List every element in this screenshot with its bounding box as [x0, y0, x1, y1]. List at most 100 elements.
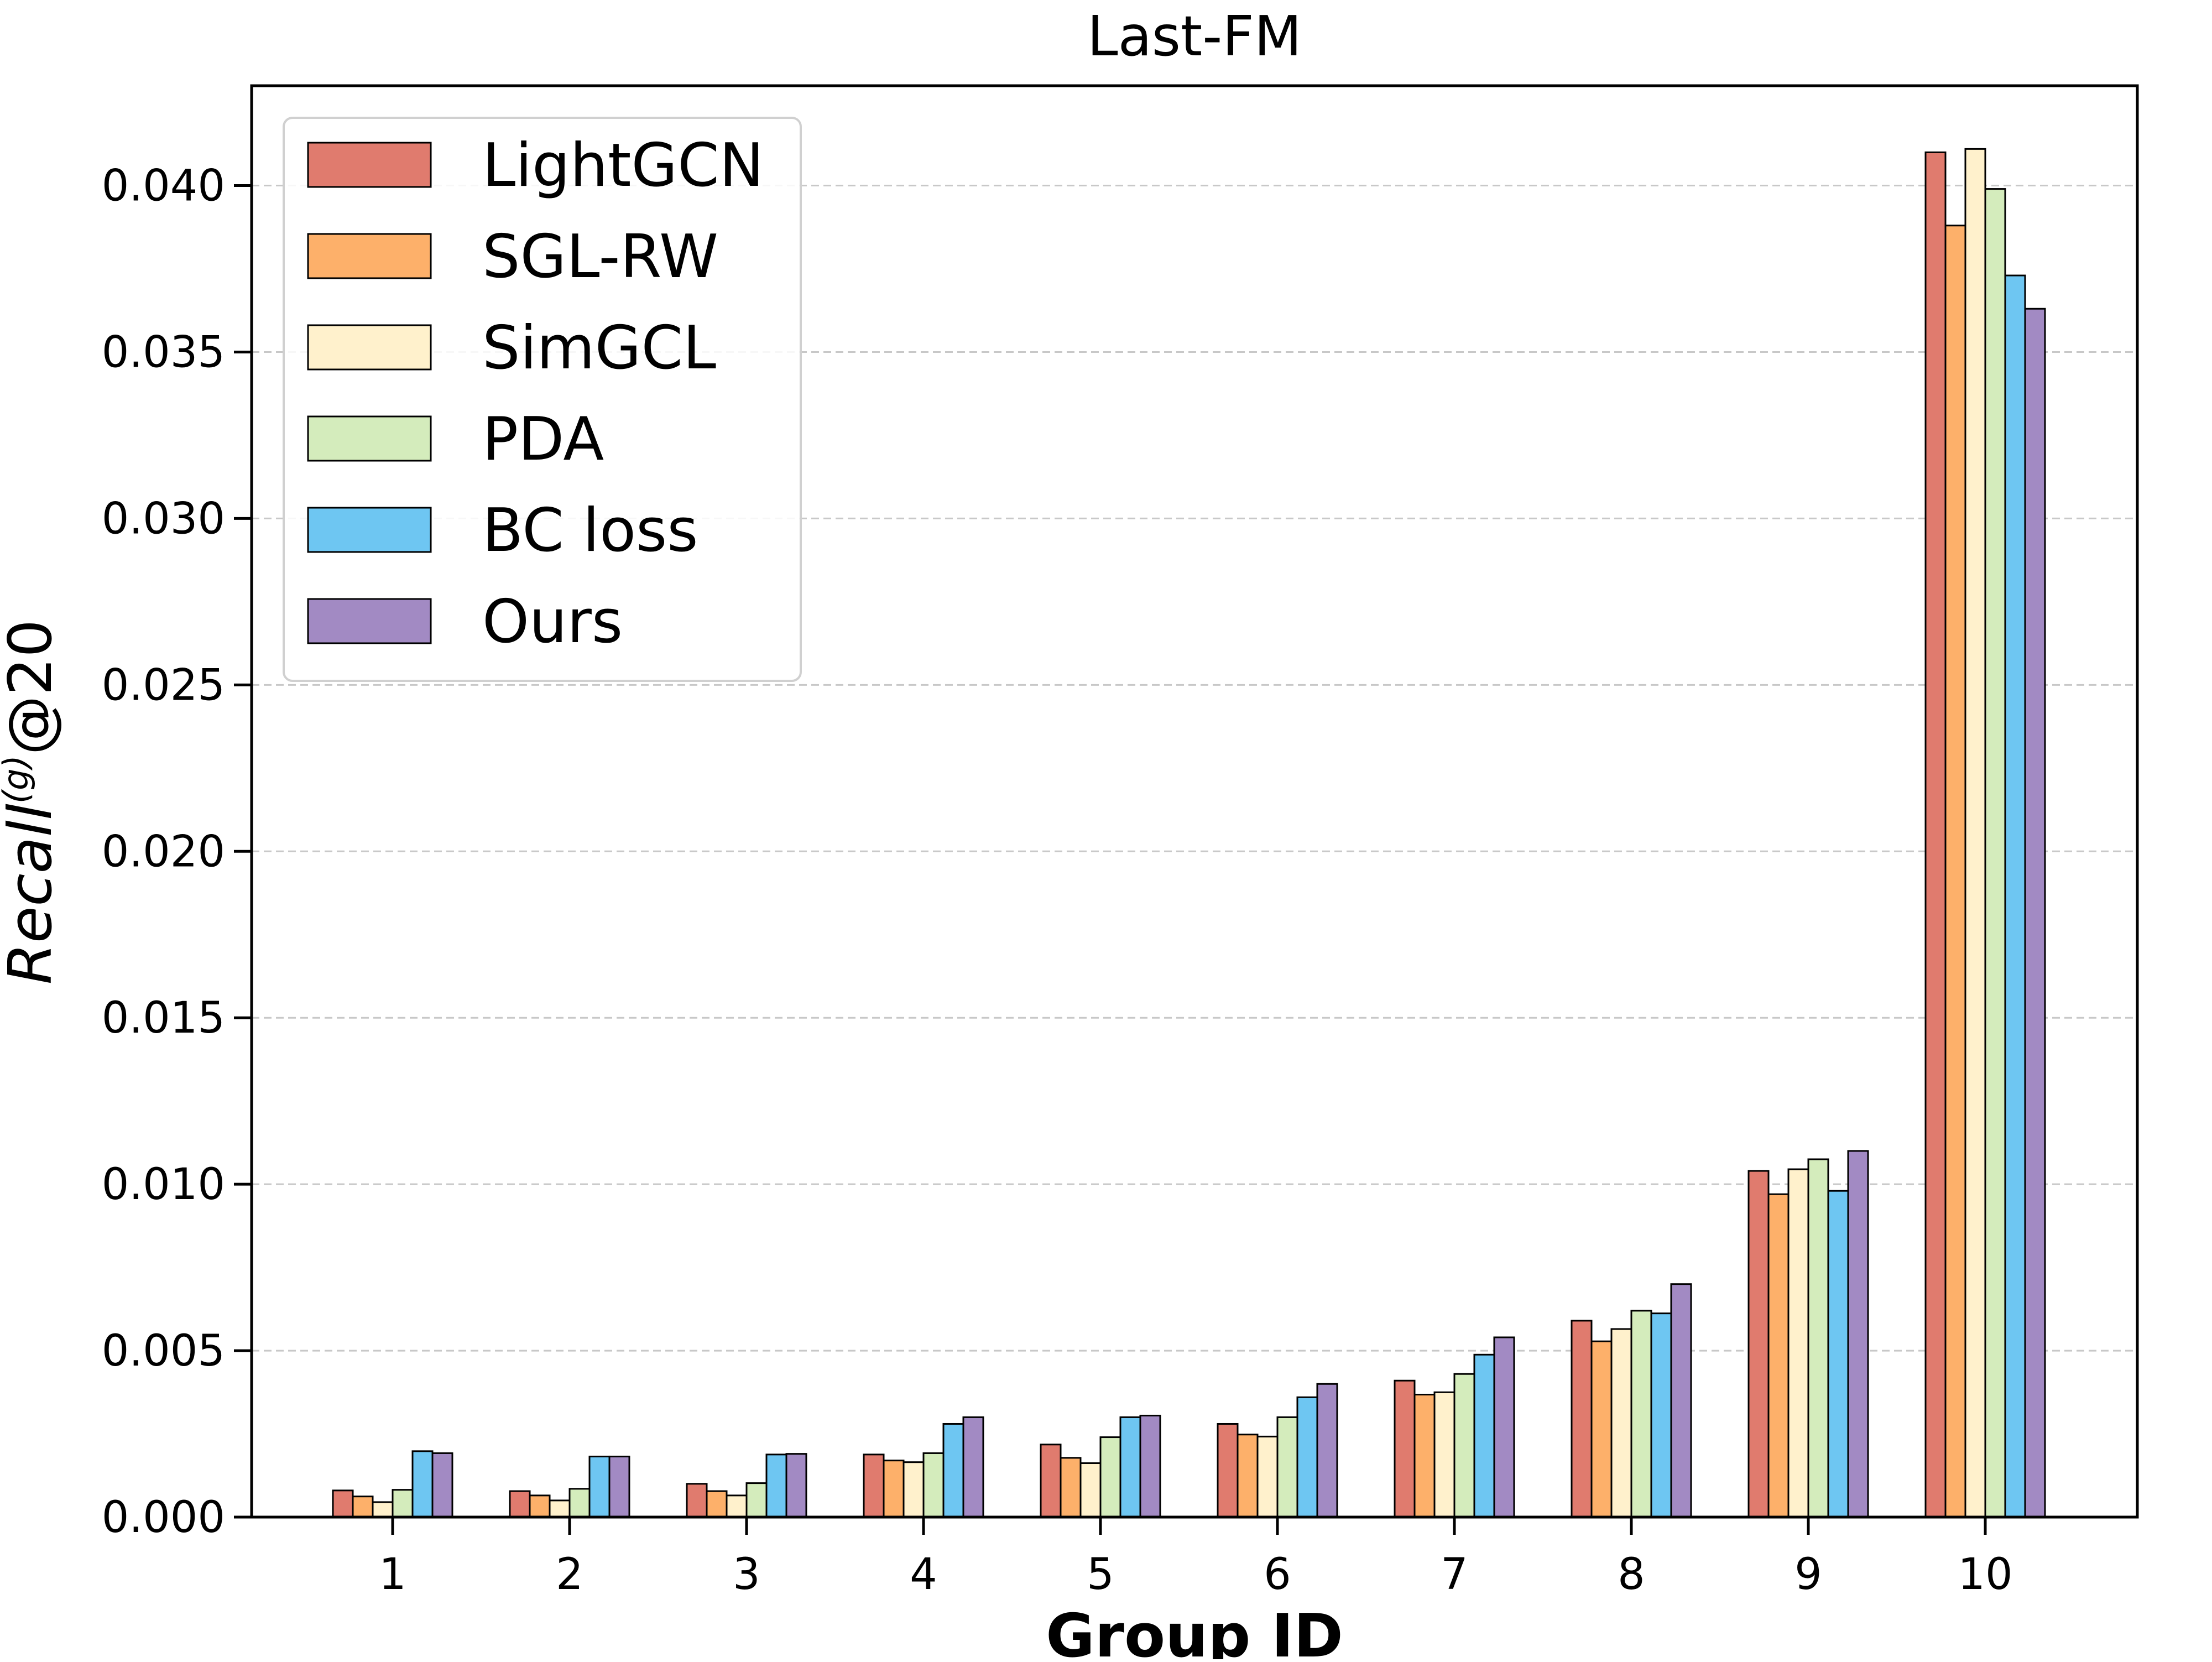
- x-tick-label: 7: [1441, 1550, 1468, 1600]
- bar-sgl-rw-group-1: [352, 1496, 374, 1518]
- legend-swatch: [307, 324, 432, 371]
- bar-simgcl-group-1: [372, 1501, 394, 1518]
- y-tick-label: 0.035: [102, 327, 225, 377]
- x-tick-label: 3: [733, 1550, 760, 1600]
- bar-bc-loss-group-7: [1473, 1353, 1495, 1518]
- bar-lightgcn-group-4: [863, 1453, 885, 1518]
- bar-sgl-rw-group-5: [1060, 1457, 1082, 1518]
- bar-lightgcn-group-9: [1747, 1170, 1770, 1518]
- bar-lightgcn-group-6: [1217, 1423, 1239, 1518]
- legend: LightGCN SGL-RW SimGCL PDA BC loss Ours: [283, 117, 802, 682]
- bar-ours-group-7: [1493, 1336, 1515, 1518]
- x-tick-label: 4: [910, 1550, 937, 1600]
- bar-pda-group-8: [1630, 1310, 1652, 1518]
- bar-simgcl-group-7: [1433, 1391, 1455, 1518]
- y-axis-label-suffix: @20: [0, 619, 65, 755]
- bar-simgcl-group-4: [902, 1461, 925, 1518]
- legend-label: SGL-RW: [482, 222, 718, 291]
- bar-bc-loss-group-3: [765, 1453, 787, 1518]
- bar-ours-group-1: [431, 1452, 453, 1518]
- legend-label: PDA: [482, 405, 604, 474]
- y-axis-label: Recall(g)@20: [0, 619, 65, 984]
- bar-sgl-rw-group-3: [706, 1490, 728, 1518]
- plot-frame: [250, 84, 2139, 1519]
- bar-pda-group-7: [1453, 1373, 1475, 1518]
- x-axis-label: Group ID: [1046, 1602, 1343, 1659]
- legend-swatch: [307, 598, 432, 644]
- bar-sgl-rw-group-7: [1413, 1394, 1436, 1518]
- bar-sgl-rw-group-10: [1944, 225, 1966, 1518]
- y-tick-label: 0.015: [102, 993, 225, 1043]
- bar-sgl-rw-group-8: [1590, 1340, 1613, 1518]
- bar-lightgcn-group-8: [1571, 1320, 1593, 1518]
- x-tick-label: 1: [379, 1550, 406, 1600]
- bar-ours-group-10: [2024, 308, 2046, 1518]
- legend-label: BC loss: [482, 496, 698, 565]
- bar-simgcl-group-5: [1079, 1462, 1102, 1518]
- x-tick-label: 2: [556, 1550, 583, 1600]
- bar-pda-group-3: [745, 1482, 768, 1518]
- bar-pda-group-9: [1807, 1158, 1829, 1518]
- y-axis-label-superscript: (g): [0, 755, 36, 804]
- bar-bc-loss-group-2: [588, 1455, 611, 1518]
- bar-simgcl-group-10: [1964, 148, 1986, 1518]
- bar-sgl-rw-group-4: [883, 1460, 905, 1518]
- legend-swatch: [307, 142, 432, 188]
- x-tick-label: 9: [1794, 1550, 1822, 1600]
- y-tick-label: 0.010: [102, 1160, 225, 1210]
- bar-simgcl-group-6: [1256, 1435, 1279, 1518]
- bar-ours-group-6: [1316, 1383, 1338, 1518]
- legend-label: LightGCN: [482, 131, 764, 200]
- bar-sgl-rw-group-9: [1767, 1193, 1790, 1518]
- legend-swatch: [307, 233, 432, 279]
- bar-sgl-rw-group-2: [529, 1494, 551, 1518]
- bar-bc-loss-group-4: [942, 1423, 964, 1518]
- bar-pda-group-2: [568, 1488, 591, 1518]
- bar-pda-group-1: [392, 1489, 414, 1518]
- y-tick-label: 0.020: [102, 827, 225, 877]
- legend-label: SimGCL: [482, 314, 716, 383]
- bar-ours-group-8: [1670, 1283, 1692, 1518]
- x-axis-ticks: 1 2 3 4 5 6 7 8 9 10: [379, 1517, 2013, 1600]
- legend-swatch: [307, 415, 432, 462]
- y-tick-label: 0.000: [102, 1493, 225, 1543]
- bar-simgcl-group-3: [726, 1494, 748, 1518]
- y-tick-label: 0.030: [102, 494, 225, 544]
- bar-lightgcn-group-3: [686, 1483, 708, 1518]
- bar-lightgcn-group-1: [332, 1489, 354, 1518]
- bar-ours-group-5: [1139, 1414, 1161, 1518]
- bar-pda-group-6: [1276, 1416, 1298, 1518]
- y-axis-label-main: Recall: [0, 804, 65, 984]
- bar-lightgcn-group-10: [1924, 151, 1947, 1518]
- x-tick-label: 8: [1618, 1550, 1645, 1600]
- bar-simgcl-group-2: [549, 1499, 571, 1518]
- bar-bc-loss-group-9: [1827, 1190, 1849, 1518]
- y-tick-label: 0.025: [102, 660, 225, 710]
- bar-pda-group-5: [1099, 1436, 1121, 1518]
- y-tick-label: 0.005: [102, 1326, 225, 1376]
- bar-ours-group-3: [785, 1453, 807, 1518]
- bar-pda-group-4: [922, 1452, 945, 1518]
- bar-lightgcn-group-7: [1394, 1379, 1416, 1518]
- bar-bc-loss-group-6: [1296, 1396, 1318, 1518]
- legend-label: Ours: [482, 587, 623, 657]
- y-tick-label: 0.040: [102, 161, 225, 211]
- x-tick-label: 10: [1958, 1550, 2012, 1600]
- bar-bc-loss-group-5: [1119, 1416, 1141, 1518]
- bar-lightgcn-group-2: [509, 1490, 531, 1518]
- bar-sgl-rw-group-6: [1237, 1434, 1259, 1518]
- bar-simgcl-group-9: [1787, 1168, 1809, 1518]
- y-axis-ticks: 0.000 0.005 0.010 0.015 0.020 0.025 0.030 0.035…: [102, 161, 252, 1543]
- bar-pda-group-10: [1984, 188, 2006, 1518]
- x-tick-label: 5: [1087, 1550, 1114, 1600]
- bar-simgcl-group-8: [1610, 1328, 1632, 1518]
- bar-bc-loss-group-8: [1650, 1312, 1672, 1518]
- bar-lightgcn-group-5: [1040, 1444, 1062, 1518]
- bar-ours-group-9: [1847, 1150, 1869, 1518]
- bar-ours-group-4: [962, 1416, 984, 1518]
- chart-title: Last-FM: [1087, 4, 1302, 69]
- bar-bc-loss-group-1: [411, 1450, 434, 1518]
- bar-bc-loss-group-10: [2004, 274, 2026, 1518]
